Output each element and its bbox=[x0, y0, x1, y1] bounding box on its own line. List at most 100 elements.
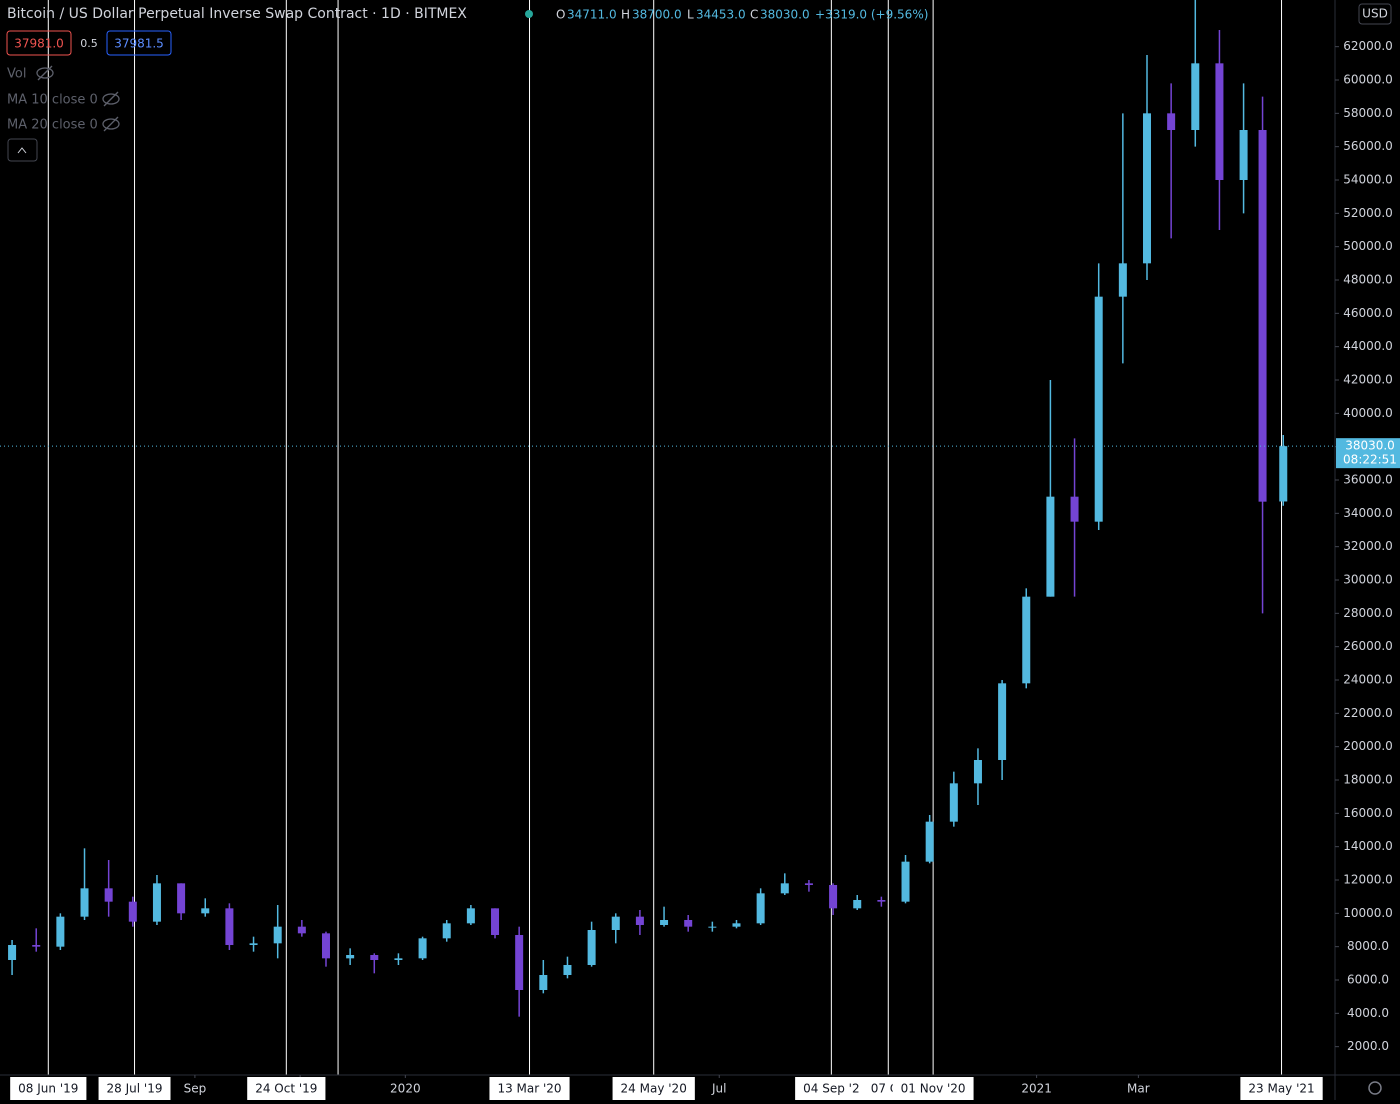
y-tick-label: 4000.0 bbox=[1347, 1006, 1389, 1020]
y-tick-label: 24000.0 bbox=[1343, 673, 1393, 687]
candle-body bbox=[949, 783, 958, 822]
y-tick-label: 46000.0 bbox=[1343, 306, 1393, 320]
ohlc-label: C bbox=[750, 8, 758, 22]
marked-date: 04 Sep '2 bbox=[795, 1077, 868, 1100]
marked-date-box bbox=[489, 1077, 570, 1100]
candle-body bbox=[515, 935, 524, 990]
marked-date-label: 23 May '21 bbox=[1248, 1082, 1314, 1096]
marked-date: 01 Nov '20 bbox=[892, 1077, 974, 1100]
indicator[interactable]: Vol bbox=[7, 67, 26, 82]
marked-date: 13 Mar '20 bbox=[489, 1077, 570, 1100]
candle-body bbox=[346, 955, 355, 959]
candle-body bbox=[201, 908, 210, 914]
buy-price[interactable]: 37981.5 bbox=[114, 37, 164, 51]
countdown: 08:22:51 bbox=[1343, 453, 1397, 467]
currency[interactable]: USD bbox=[1362, 7, 1388, 21]
ohlc-legend: O 34711.0 H 38700.0 L 34453.0 C 38030.0 … bbox=[556, 8, 928, 22]
candle-body bbox=[370, 955, 379, 960]
caret-icon bbox=[17, 147, 27, 154]
y-tick-label: 40000.0 bbox=[1343, 406, 1393, 420]
y-tick-label: 48000.0 bbox=[1343, 273, 1393, 287]
y-tick-label: 20000.0 bbox=[1343, 739, 1393, 753]
y-tick-label: 8000.0 bbox=[1347, 939, 1389, 953]
overlay: 2000.0 4000.0 6000.0 8000.0 10000.0 12000.0 14… bbox=[10, 39, 1400, 1100]
collapse-button[interactable] bbox=[7, 138, 38, 162]
chart-title: Bitcoin / US Dollar Perpetual Inverse Sw… bbox=[7, 6, 467, 22]
candle-body bbox=[321, 933, 330, 959]
candle-body bbox=[225, 908, 234, 945]
candle-body bbox=[539, 975, 548, 990]
y-tick-label: 56000.0 bbox=[1343, 139, 1393, 153]
status-dot bbox=[525, 10, 533, 18]
candle-body bbox=[973, 760, 982, 784]
candle-body bbox=[660, 920, 669, 925]
y-tick-label: 32000.0 bbox=[1343, 539, 1393, 553]
candle-body bbox=[32, 945, 41, 947]
candle-body bbox=[756, 893, 765, 924]
candle-body bbox=[56, 916, 65, 947]
y-tick-label: 54000.0 bbox=[1343, 173, 1393, 187]
marked-date-label: 04 Sep '2 bbox=[803, 1082, 859, 1096]
y-tick-label: 22000.0 bbox=[1343, 706, 1393, 720]
ohlc-value: 34711.0 bbox=[567, 8, 617, 22]
candle-body bbox=[804, 883, 813, 885]
settings-icon[interactable] bbox=[1368, 1081, 1382, 1095]
buy-button[interactable] bbox=[106, 30, 172, 56]
candle-body bbox=[466, 908, 475, 924]
y-tick-label: 2000.0 bbox=[1347, 1039, 1389, 1053]
marked-date-box bbox=[612, 1077, 695, 1100]
candle-body bbox=[611, 916, 620, 930]
x-tick-label: Sep bbox=[184, 1082, 207, 1096]
candle-body bbox=[152, 883, 161, 922]
marked-date-box bbox=[98, 1077, 171, 1100]
y-tick-label: 62000.0 bbox=[1343, 39, 1393, 53]
candle-body bbox=[1046, 496, 1055, 597]
candle-body bbox=[1215, 63, 1224, 181]
currency-button[interactable] bbox=[1358, 3, 1392, 25]
candle-body bbox=[128, 901, 137, 922]
indicator[interactable]: MA 20 close 0 bbox=[7, 118, 98, 133]
plot bbox=[0, 0, 1335, 1075]
candle-body bbox=[925, 821, 934, 862]
marked-date: 23 May '21 bbox=[1240, 1077, 1323, 1100]
x-tick-label: 2020 bbox=[390, 1082, 421, 1096]
marked-date-label: 28 Jul '19 bbox=[107, 1082, 163, 1096]
candle-body bbox=[829, 885, 838, 909]
candle-body bbox=[877, 900, 886, 902]
candle-body bbox=[732, 923, 741, 927]
candle-body bbox=[563, 965, 572, 975]
y-tick-label: 50000.0 bbox=[1343, 239, 1393, 253]
candle-body bbox=[587, 930, 596, 965]
marked-date-label: 13 Mar '20 bbox=[497, 1082, 561, 1096]
ohlc-change: +3319.0 (+9.56%) bbox=[815, 8, 928, 22]
sell-button[interactable] bbox=[6, 30, 72, 56]
candle-body bbox=[1239, 130, 1248, 180]
marked-date-box bbox=[10, 1077, 87, 1100]
x-tick-label: Mar bbox=[1127, 1082, 1150, 1096]
marked-date: 08 Jun '19 bbox=[10, 1077, 87, 1100]
x-tick-label: Jul bbox=[711, 1082, 726, 1096]
y-tick-label: 14000.0 bbox=[1343, 839, 1393, 853]
candle-body bbox=[684, 920, 693, 927]
ohlc-value: 38030.0 bbox=[760, 8, 810, 22]
candle-body bbox=[80, 888, 89, 917]
sell-price[interactable]: 37981.0 bbox=[14, 37, 64, 51]
candle-body bbox=[394, 958, 403, 960]
candle-body bbox=[635, 916, 644, 925]
y-tick-label: 58000.0 bbox=[1343, 106, 1393, 120]
y-tick-label: 6000.0 bbox=[1347, 973, 1389, 987]
y-tick-label: 12000.0 bbox=[1343, 873, 1393, 887]
candle-body bbox=[8, 945, 17, 960]
candle-body bbox=[1167, 113, 1176, 130]
candle-body bbox=[998, 683, 1007, 760]
candle-body bbox=[1142, 113, 1151, 264]
spread: 0.5 bbox=[80, 37, 98, 50]
candle-body bbox=[1258, 130, 1267, 502]
marked-date-label: 08 Jun '19 bbox=[18, 1082, 78, 1096]
y-tick-label: 16000.0 bbox=[1343, 806, 1393, 820]
indicator[interactable]: MA 10 close 0 bbox=[7, 93, 98, 108]
y-tick-label: 60000.0 bbox=[1343, 73, 1393, 87]
candle-body bbox=[1191, 63, 1200, 131]
